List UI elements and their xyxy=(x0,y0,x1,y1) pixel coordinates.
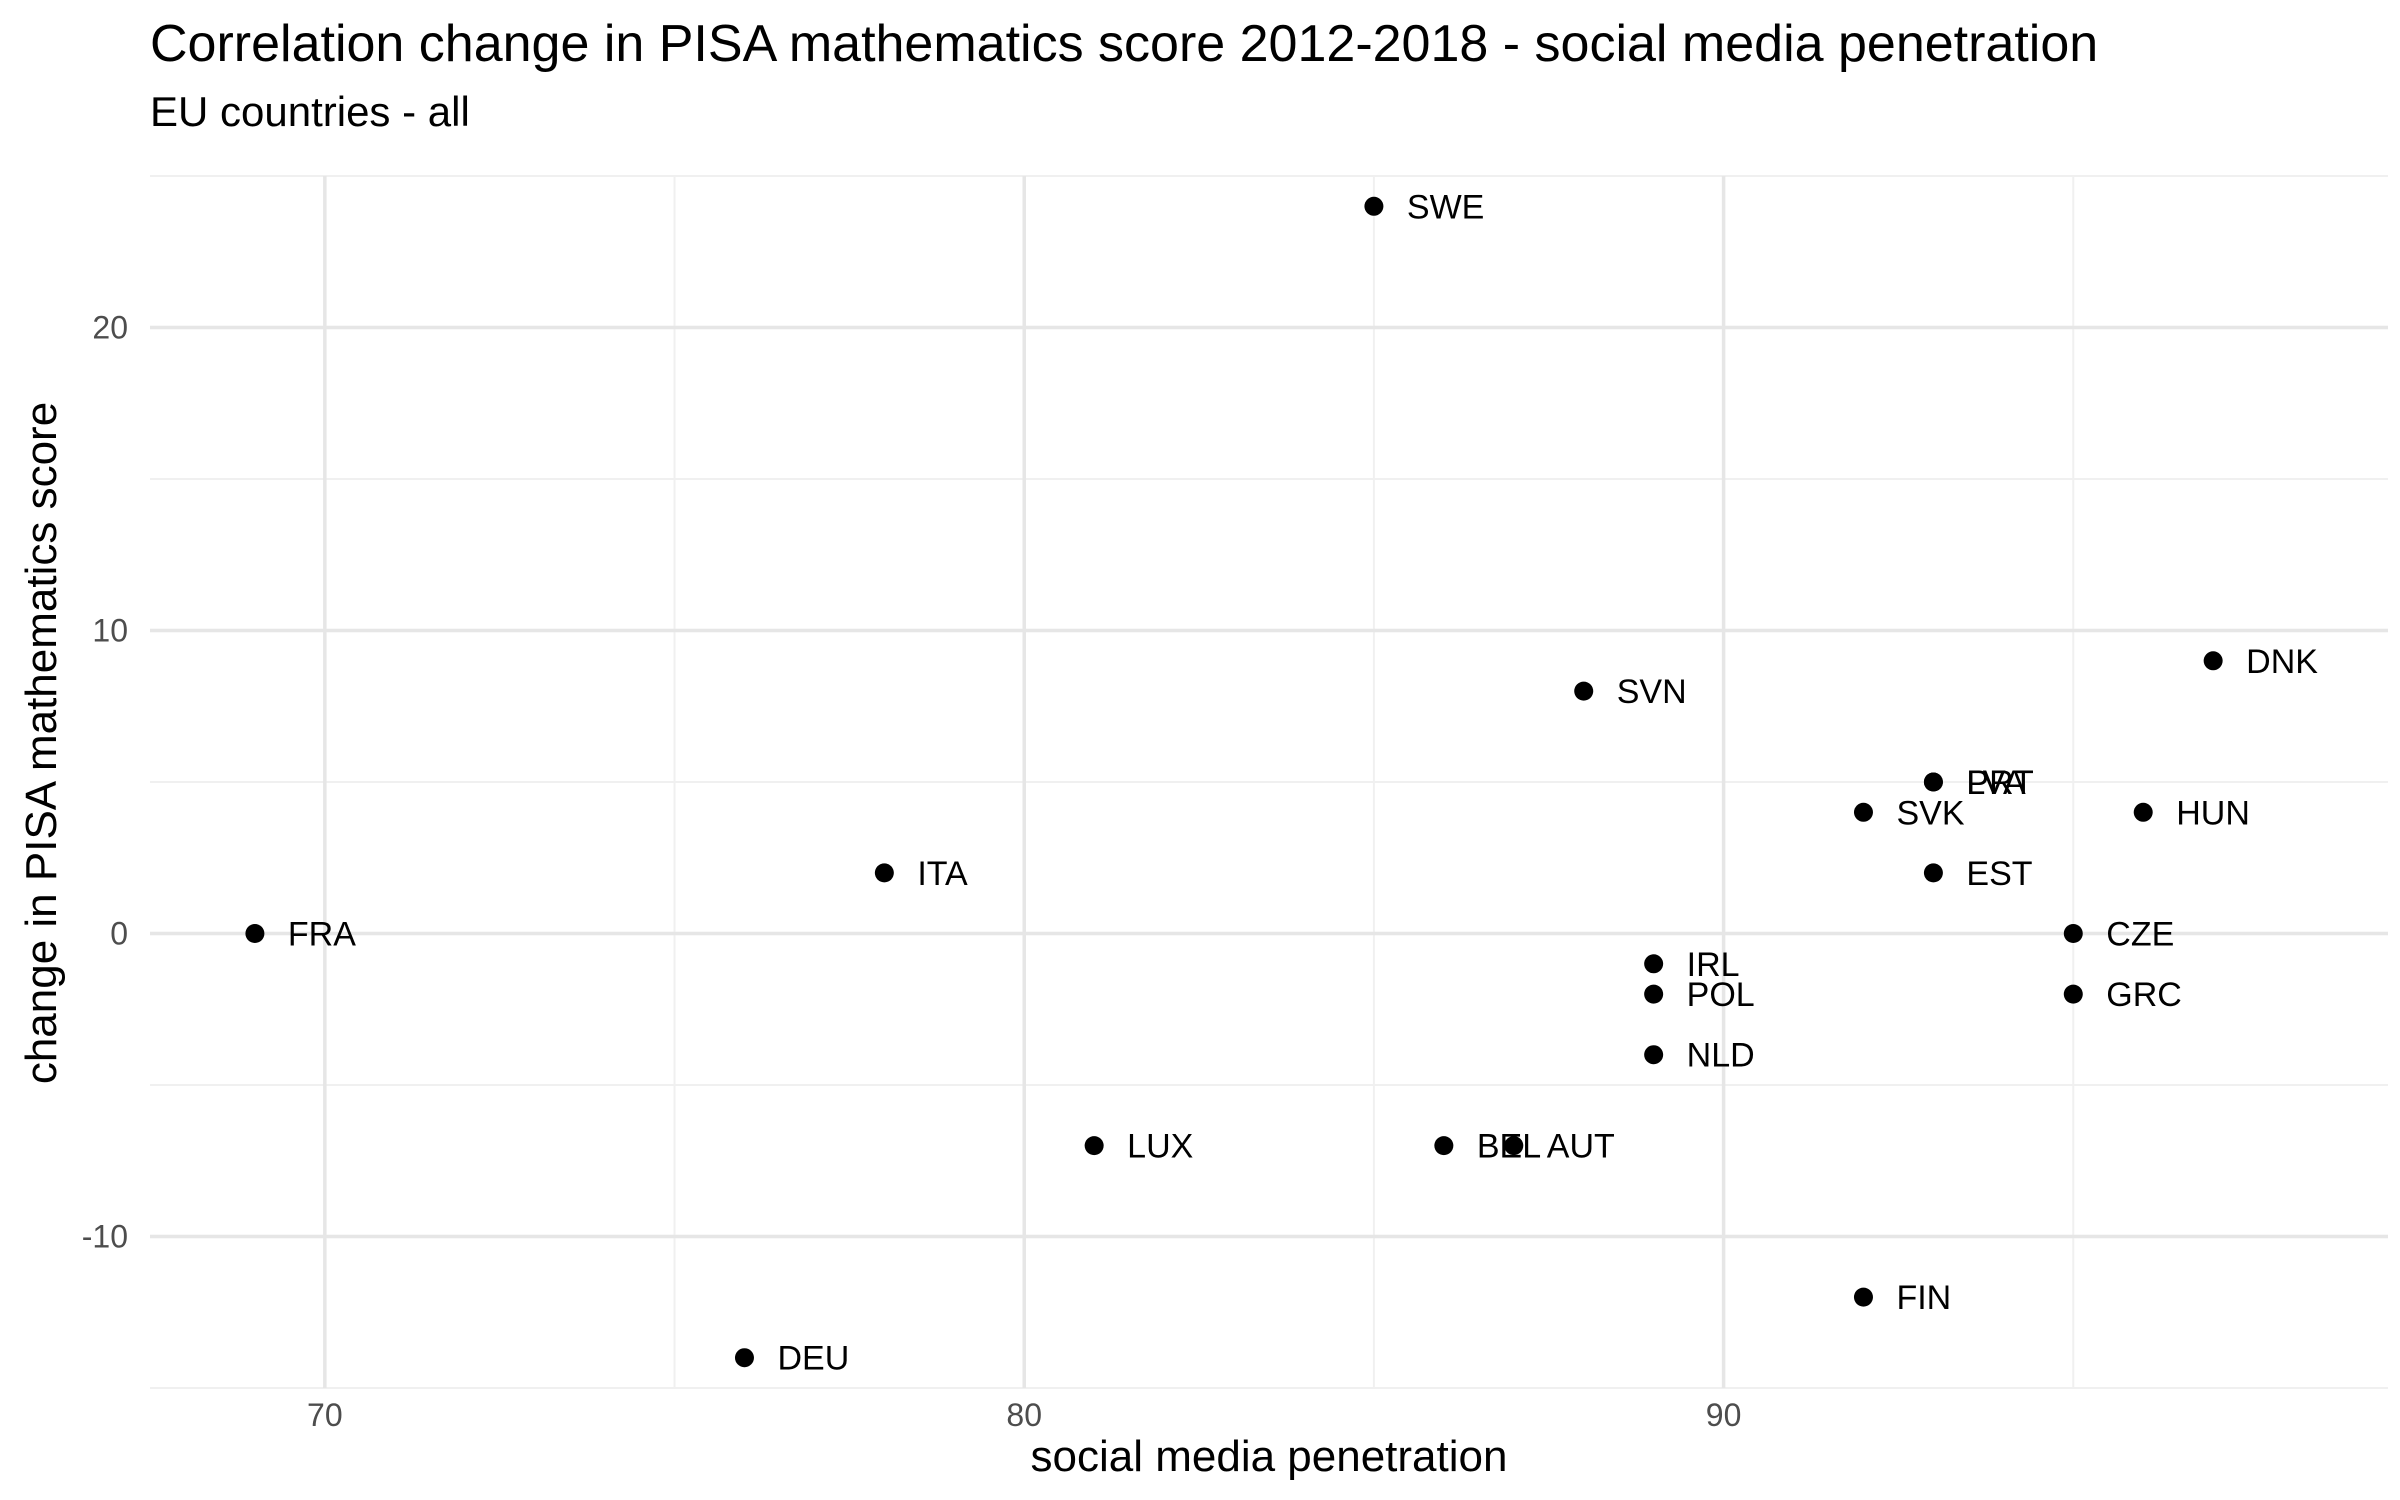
data-point xyxy=(1853,1287,1873,1307)
x-axis-label: social media penetration xyxy=(1030,1432,1508,1481)
data-point xyxy=(1644,984,1664,1004)
point-label: ITA xyxy=(917,855,968,893)
data-point xyxy=(1644,954,1664,974)
point-label: FIN xyxy=(1896,1279,1951,1317)
data-point xyxy=(2203,651,2223,671)
data-point xyxy=(1923,772,1943,792)
data-point xyxy=(2063,984,2083,1004)
point-label: AUT xyxy=(1547,1128,1615,1166)
y-tick-label: 20 xyxy=(92,310,128,346)
point-label: HUN xyxy=(2176,794,2250,832)
y-tick-label: -10 xyxy=(82,1219,128,1255)
data-point xyxy=(1644,1045,1664,1065)
point-label: LUX xyxy=(1127,1128,1193,1166)
point-label: SWE xyxy=(1407,188,1484,226)
point-label: NLD xyxy=(1687,1037,1755,1075)
data-point xyxy=(1364,196,1384,216)
point-label: SVK xyxy=(1896,794,1964,832)
point-label: PRT xyxy=(1966,764,2033,802)
data-point xyxy=(874,863,894,883)
data-point xyxy=(1574,681,1594,701)
point-label: DNK xyxy=(2246,643,2318,681)
chart-title: Correlation change in PISA mathematics s… xyxy=(150,15,2099,73)
data-point xyxy=(2133,802,2153,822)
chart-subtitle: EU countries - all xyxy=(150,88,470,135)
data-point xyxy=(1504,1136,1524,1156)
point-label: EST xyxy=(1966,855,2032,893)
data-point xyxy=(734,1348,754,1368)
y-tick-label: 10 xyxy=(92,613,128,649)
point-label: SVN xyxy=(1617,673,1687,711)
data-point xyxy=(245,924,265,943)
axis-ticks: 70 80 90 -10 0 10 20 xyxy=(82,310,1742,1434)
data-point xyxy=(1084,1136,1104,1156)
point-label: POL xyxy=(1687,976,1755,1014)
point-label: LVA xyxy=(1966,764,2026,802)
major-gridlines xyxy=(150,176,2388,1388)
point-label: GRC xyxy=(2106,976,2182,1014)
point-label: CZE xyxy=(2106,916,2174,954)
data-point xyxy=(1923,863,1943,883)
data-point xyxy=(2063,924,2083,943)
x-tick-label: 70 xyxy=(307,1397,343,1433)
point-label: FRA xyxy=(288,916,356,954)
point-label: DEU xyxy=(777,1340,849,1378)
x-tick-label: 80 xyxy=(1006,1397,1042,1433)
data-point xyxy=(1434,1136,1454,1156)
y-tick-label: 0 xyxy=(110,916,128,952)
point-label: IRL xyxy=(1687,946,1740,984)
minor-gridlines xyxy=(150,175,2388,1389)
x-tick-label: 90 xyxy=(1706,1397,1742,1433)
data-point xyxy=(1853,802,1873,822)
